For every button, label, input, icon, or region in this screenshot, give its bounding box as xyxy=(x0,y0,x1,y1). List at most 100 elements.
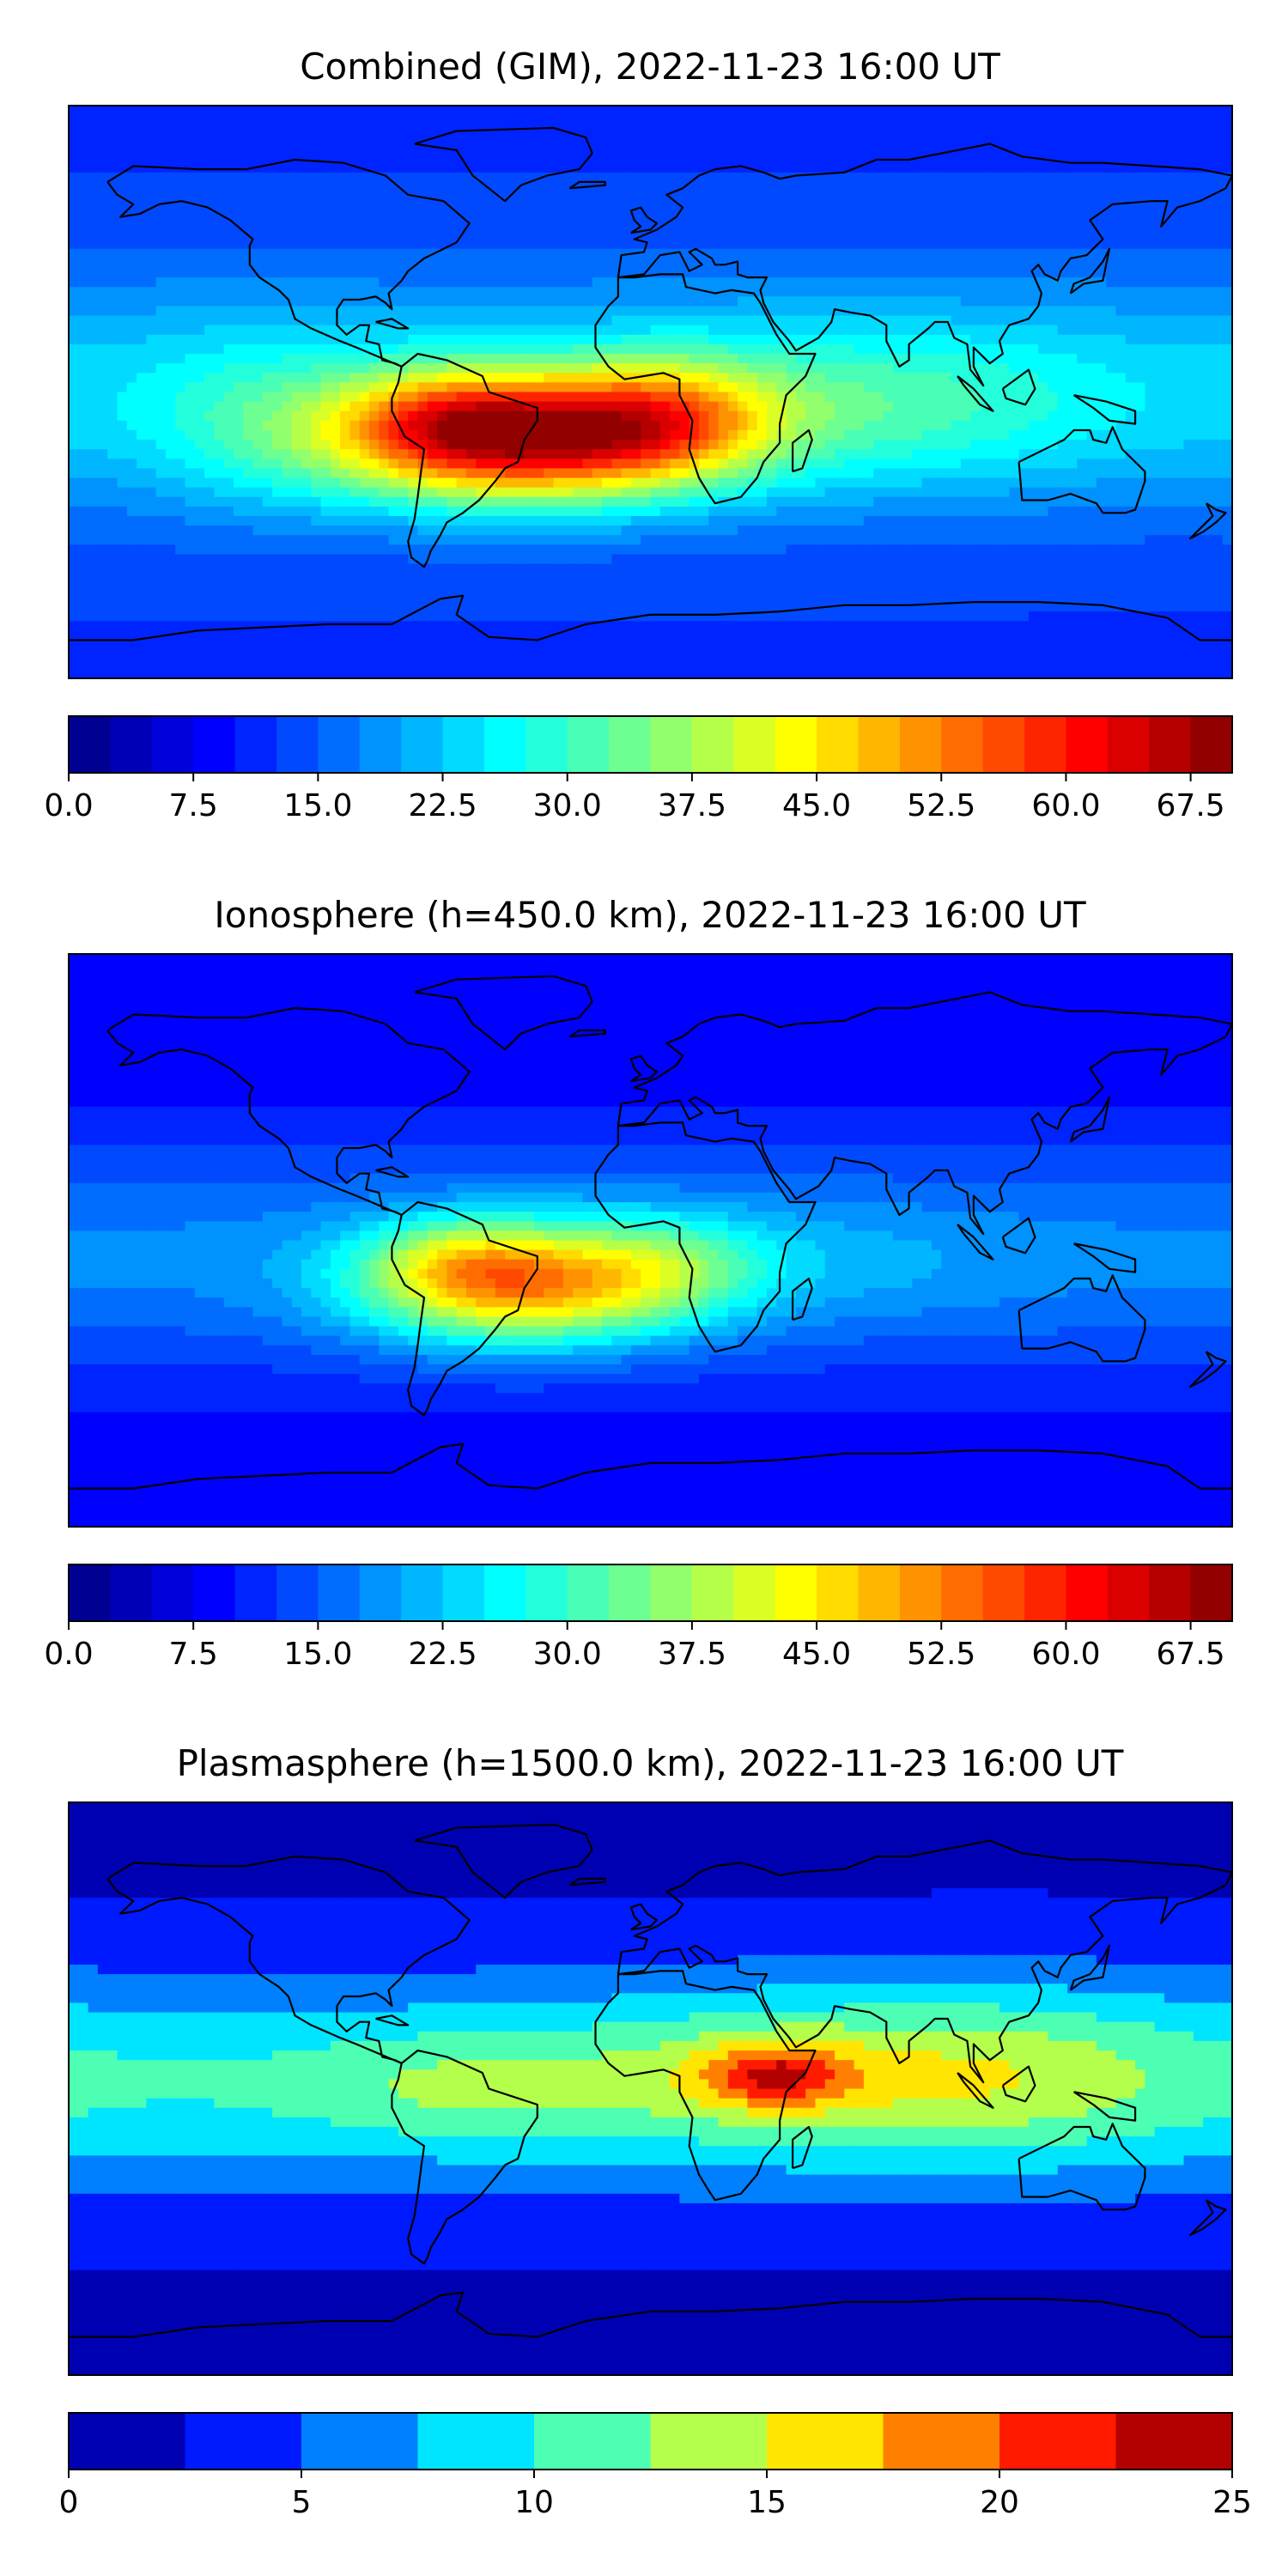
heat-cell xyxy=(621,115,632,125)
heat-cell xyxy=(165,181,176,192)
heat-cell xyxy=(534,267,544,278)
heat-cell xyxy=(1067,401,1078,412)
heat-cell xyxy=(863,354,874,364)
heat-cell xyxy=(786,210,797,221)
heat-cell xyxy=(854,181,865,192)
heat-cell xyxy=(611,487,623,498)
heat-cell xyxy=(349,459,361,470)
heat-cell xyxy=(650,382,661,393)
heat-cell xyxy=(185,487,196,498)
heat-cell xyxy=(495,134,506,145)
heat-cell xyxy=(960,106,971,116)
heat-cell xyxy=(388,477,399,489)
heat-cell xyxy=(243,477,254,489)
heat-cell xyxy=(223,354,234,364)
heat-cell xyxy=(873,181,884,192)
heat-cell xyxy=(398,287,409,297)
heat-cell xyxy=(262,363,273,374)
heat-cell xyxy=(524,315,535,326)
heat-cell xyxy=(863,143,874,155)
heat-cell xyxy=(1038,440,1049,450)
heat-cell xyxy=(805,201,817,211)
heat-cell xyxy=(835,487,845,498)
heat-cell xyxy=(659,153,671,164)
heat-cell xyxy=(359,125,370,135)
heat-cell xyxy=(1183,153,1194,164)
heat-cell xyxy=(767,181,777,192)
heat-cell xyxy=(621,277,632,288)
heat-cell xyxy=(534,363,544,374)
heat-cell xyxy=(738,115,749,125)
heat-cell xyxy=(1212,162,1224,173)
heat-cell xyxy=(844,191,855,202)
heat-cell xyxy=(155,258,167,269)
heat-cell xyxy=(727,239,738,250)
heat-cell xyxy=(659,401,671,412)
heat-cell xyxy=(417,487,428,498)
heat-cell xyxy=(427,315,438,326)
heat-cell xyxy=(931,287,942,297)
heat-cell xyxy=(349,392,361,403)
heat-cell xyxy=(854,334,865,345)
heat-cell xyxy=(1038,334,1049,345)
heat-cell xyxy=(1125,181,1136,192)
heat-cell xyxy=(301,477,312,489)
heat-cell xyxy=(398,440,409,450)
heat-cell xyxy=(795,477,806,489)
heat-cell xyxy=(243,354,254,364)
heat-cell xyxy=(524,267,535,278)
heat-cell xyxy=(311,201,322,211)
heat-cell xyxy=(1009,334,1020,345)
heat-cell xyxy=(1086,134,1097,145)
heat-cell xyxy=(1154,267,1165,278)
heat-cell xyxy=(824,267,835,278)
heat-cell xyxy=(398,258,409,269)
heat-cell xyxy=(514,401,526,412)
heat-cell xyxy=(495,382,506,393)
heat-cell xyxy=(534,373,544,383)
heat-cell xyxy=(272,392,283,403)
heat-cell xyxy=(970,239,981,250)
heat-cell xyxy=(185,258,196,269)
heat-cell xyxy=(69,477,79,489)
heat-cell xyxy=(912,229,923,240)
heat-cell xyxy=(815,363,826,374)
heat-cell xyxy=(349,315,361,326)
heat-cell xyxy=(902,343,913,355)
heat-cell xyxy=(301,354,312,364)
heat-cell xyxy=(795,296,806,307)
heat-cell xyxy=(863,315,874,326)
heat-cell xyxy=(1145,106,1156,116)
heat-cell xyxy=(960,191,971,202)
heat-cell xyxy=(883,153,894,164)
heat-cell xyxy=(980,143,991,155)
heat-cell xyxy=(883,287,894,297)
heat-cell xyxy=(854,306,865,317)
heat-cell xyxy=(126,229,137,240)
heat-cell xyxy=(262,382,273,393)
heat-cell xyxy=(1067,181,1078,192)
heat-cell xyxy=(795,258,806,269)
heat-cell xyxy=(408,468,419,479)
heat-cell xyxy=(544,468,555,479)
heat-cell xyxy=(912,334,923,345)
heat-cell xyxy=(1154,143,1165,155)
heat-cell xyxy=(97,459,108,470)
heat-cell xyxy=(582,162,593,173)
heat-cell xyxy=(175,306,186,317)
heat-cell xyxy=(311,363,322,374)
heat-cell xyxy=(369,392,380,403)
heat-cell xyxy=(1048,115,1059,125)
heat-cell xyxy=(137,267,147,278)
heat-cell xyxy=(1018,267,1030,278)
heat-cell xyxy=(562,267,574,278)
heat-cell xyxy=(155,153,167,164)
heat-cell xyxy=(960,449,971,459)
heat-cell xyxy=(447,277,458,288)
heat-cell xyxy=(1096,115,1107,125)
heat-cell xyxy=(650,363,661,374)
heat-cell xyxy=(902,287,913,297)
heat-cell xyxy=(718,239,729,250)
heat-cell xyxy=(1067,277,1078,288)
heat-cell xyxy=(398,354,409,364)
